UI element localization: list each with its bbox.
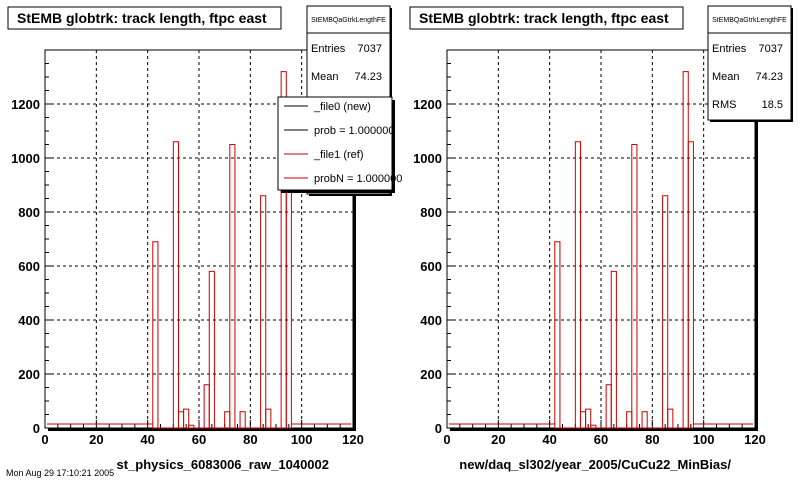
x-tick-label: 80 [645, 432, 659, 447]
y-tick-label: 800 [18, 205, 40, 220]
y-tick-label: 1000 [11, 151, 40, 166]
stats-value: 7037 [358, 43, 382, 55]
histogram-bin [239, 411, 246, 428]
histogram-bin [585, 408, 592, 428]
histogram-bin [687, 141, 694, 428]
stats-label: Entries [712, 43, 747, 55]
stats-label: RMS [712, 99, 736, 111]
y-tick-label: 1200 [11, 97, 40, 112]
y-tick-label: 600 [18, 259, 40, 274]
legend-entry: _file0 (new) [313, 101, 371, 113]
title-box [409, 6, 684, 30]
y-tick-label: 400 [420, 313, 442, 328]
histogram-bin [631, 144, 638, 428]
x-tick-label: 20 [491, 432, 505, 447]
stats-value: 74.23 [354, 71, 382, 83]
x-axis-label: st_physics_6083006_raw_1040002 [116, 457, 329, 472]
x-tick-label: 60 [192, 432, 206, 447]
footer-timestamp: Mon Aug 29 17:10:21 2005 [6, 468, 114, 478]
stats-label: Entries [311, 43, 346, 55]
stats-box [707, 5, 792, 121]
histogram-bin [610, 270, 617, 428]
x-tick-label: 80 [243, 432, 257, 447]
histogram-bin [172, 141, 179, 428]
histogram-bin [152, 241, 159, 428]
x-tick-label: 100 [291, 432, 313, 447]
x-tick-label: 40 [542, 432, 556, 447]
histogram-bin [667, 408, 674, 428]
y-tick-label: 0 [33, 421, 40, 436]
stats-value: 18.5 [762, 99, 783, 111]
chart-title: StEMB globtrk: track length, ftpc east [17, 10, 267, 26]
histogram-bin [229, 144, 236, 428]
stats-name: StEMBQaGtrkLengthFE [311, 17, 386, 24]
legend-entry: prob = 1.000000 [314, 125, 394, 137]
histogram-bin [260, 195, 267, 428]
legend-entry: _file1 (ref) [313, 149, 364, 161]
histogram-bin [641, 411, 648, 428]
legend-box [277, 96, 393, 191]
x-tick-label: 40 [140, 432, 154, 447]
histogram-bin [188, 424, 195, 428]
stats-value: 7037 [759, 43, 783, 55]
y-tick-label: 800 [420, 205, 442, 220]
histogram-bin [265, 408, 272, 428]
y-tick-label: 1200 [413, 97, 442, 112]
chart-title: StEMB globtrk: track length, ftpc east [419, 10, 669, 26]
chart-panel-1: 0 20 40 60 80 100 120020040060080010001200st_p… [7, 5, 402, 472]
y-tick-label: 400 [18, 313, 40, 328]
y-tick-label: 600 [420, 259, 442, 274]
chart-panel-2: 0 20 40 60 80 100 120020040060080010001200new/… [409, 5, 793, 472]
y-tick-label: 0 [435, 421, 442, 436]
stats-label: Mean [311, 71, 339, 83]
stats-label: Mean [712, 71, 740, 83]
y-tick-label: 200 [18, 367, 40, 382]
stats-name: StEMBQaGtrkLengthFE [712, 17, 787, 24]
x-tick-label: 0 [443, 432, 450, 447]
histogram-bin [208, 270, 215, 428]
x-tick-label: 0 [41, 432, 48, 447]
histogram-bin [554, 241, 561, 428]
x-tick-label: 120 [744, 432, 766, 447]
x-tick-label: 120 [342, 432, 364, 447]
y-tick-label: 1000 [413, 151, 442, 166]
title-box [7, 6, 282, 30]
histogram-bin [183, 408, 190, 428]
x-axis-label: new/daq_sl302/year_2005/CuCu22_MinBias/ [459, 457, 731, 472]
x-tick-label: 20 [89, 432, 103, 447]
y-tick-label: 200 [420, 367, 442, 382]
legend-entry: probN = 1.000000 [314, 173, 402, 185]
histogram-bin [662, 195, 669, 428]
x-tick-label: 60 [594, 432, 608, 447]
histogram-bin [590, 424, 597, 428]
histogram-bin [574, 141, 581, 428]
x-tick-label: 100 [693, 432, 715, 447]
stats-value: 74.23 [755, 71, 783, 83]
